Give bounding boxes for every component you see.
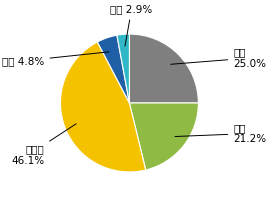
Wedge shape: [129, 34, 198, 103]
Wedge shape: [129, 103, 198, 170]
Text: 火电
25.0%: 火电 25.0%: [171, 47, 266, 69]
Text: 水电 2.9%: 水电 2.9%: [111, 5, 153, 46]
Text: 太阳能
46.1%: 太阳能 46.1%: [11, 124, 76, 166]
Text: 核电 4.8%: 核电 4.8%: [2, 52, 109, 66]
Wedge shape: [117, 34, 129, 103]
Text: 风电
21.2%: 风电 21.2%: [175, 123, 266, 144]
Wedge shape: [60, 42, 146, 172]
Wedge shape: [97, 35, 129, 103]
